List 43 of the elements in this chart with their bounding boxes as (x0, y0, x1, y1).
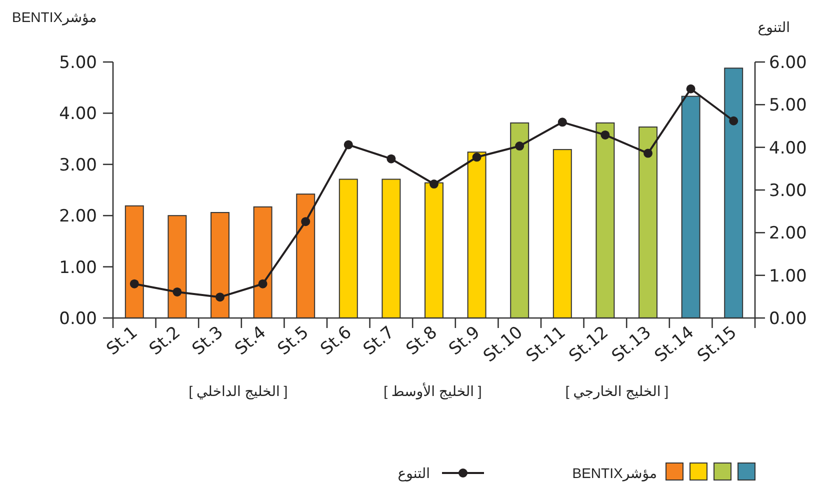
point (172, 287, 182, 296)
y2-tick-label: 6.00 (769, 53, 807, 73)
legend-label: التنوع (398, 465, 430, 482)
y2-tick-label: 2.00 (769, 224, 807, 244)
y-tick-label: 3.00 (59, 155, 97, 176)
y2-tick-label: 1.00 (769, 266, 807, 286)
x-tick-label: St.4 (231, 322, 270, 360)
point (515, 142, 524, 151)
x-tick-label: St.8 (402, 322, 442, 360)
point (344, 140, 353, 150)
y2-tick-label: 3.00 (769, 181, 807, 201)
point (301, 217, 310, 226)
y-axis-title: مؤشرBENTIX (12, 9, 97, 26)
point (686, 84, 696, 94)
point (729, 116, 738, 126)
x-tick-label: St.9 (445, 322, 484, 360)
y2-tick-label: 4.00 (769, 138, 807, 158)
x-tick-label: St.5 (274, 322, 313, 360)
point (258, 279, 268, 288)
y2-axis-title: التنوع (758, 19, 790, 36)
y-tick-label: 4.00 (59, 104, 97, 124)
point (644, 148, 652, 158)
y-tick-label: 1.00 (59, 258, 97, 278)
x-tick-label: St.6 (316, 322, 356, 360)
point (386, 154, 396, 164)
y2-tick-label: 0.00 (769, 309, 807, 329)
point (600, 130, 610, 140)
point (430, 180, 438, 189)
x-tick-label: St.2 (146, 322, 184, 360)
legend-label: مؤشرBENTIX (572, 465, 657, 482)
point (472, 152, 482, 162)
y-tick-label: 2.00 (59, 206, 97, 227)
x-tick-label: St.1 (102, 322, 142, 360)
y-tick-label: 5.00 (59, 53, 97, 73)
point (558, 118, 567, 127)
x-tick-label: St.3 (188, 322, 228, 360)
point (216, 292, 224, 302)
text: [ الخليج الخارجي ] (565, 383, 669, 400)
y2-tick-label: 5.00 (769, 96, 807, 116)
text: [ الخليج الأوسط ] (384, 382, 482, 400)
point (130, 279, 139, 288)
text: [ الخليج الداخلي ] (188, 383, 288, 400)
y-tick-label: 0.00 (59, 309, 97, 329)
